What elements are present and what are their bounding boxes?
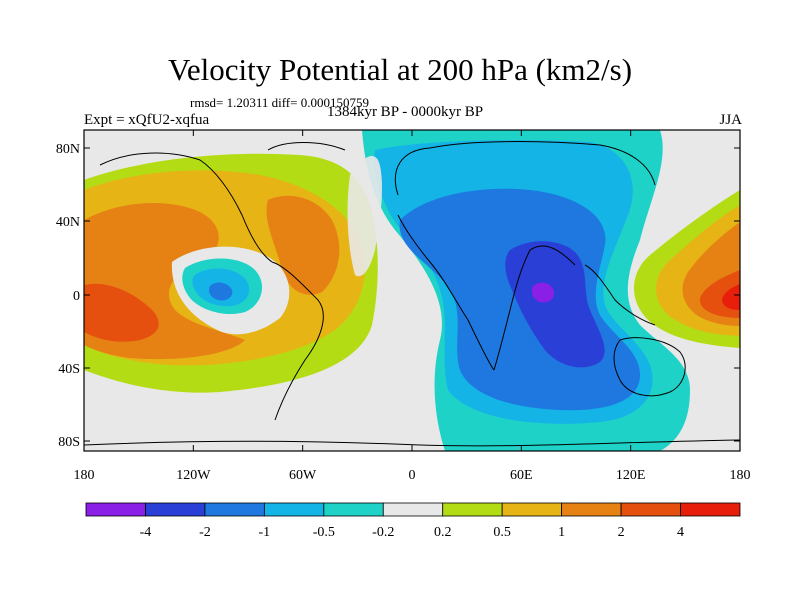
y-tick-label: 80N — [56, 142, 80, 157]
colorbar: -4 -2 -1 -0.5 -0.2 0.2 0.5 1 2 4 — [85, 502, 741, 540]
x-tick-label: 120W — [176, 468, 211, 483]
y-axis: 80N 40N 0 40S 80S — [56, 142, 740, 450]
contour-east-pac--1 — [208, 282, 233, 301]
colorbar-swatch — [323, 502, 384, 517]
chart-title: Velocity Potential at 200 hPa (km2/s) — [167, 52, 633, 87]
colorbar-label: 0.2 — [434, 525, 452, 540]
colorbar-label: -2 — [199, 525, 211, 540]
contour-field — [84, 130, 740, 451]
colorbar-label: 4 — [677, 525, 684, 540]
colorbar-label: 2 — [618, 525, 625, 540]
x-tick-label: 60E — [510, 468, 533, 483]
colorbar-swatch — [263, 502, 325, 517]
y-tick-label: 40N — [56, 215, 80, 230]
x-tick-label: 120E — [616, 468, 646, 483]
contour-west-2 — [84, 283, 159, 342]
colorbar-swatch — [442, 502, 503, 517]
colorbar-swatch — [501, 502, 563, 517]
colorbar-label: -0.5 — [313, 525, 335, 540]
x-axis: 180 120W 60W 0 60E 120E 180 — [74, 130, 751, 483]
period-text: 1384kyr BP - 0000kyr BP — [326, 104, 484, 120]
season-label: JJA — [719, 112, 742, 128]
colorbar-swatch — [145, 502, 206, 517]
x-tick-label: 180 — [74, 468, 95, 483]
colorbar-label: 1 — [558, 525, 565, 540]
x-tick-label: 180 — [730, 468, 751, 483]
contour-atlantic-gap — [347, 155, 382, 277]
coastlines — [84, 141, 740, 447]
y-tick-label: 0 — [73, 289, 80, 304]
colorbar-label: -1 — [259, 525, 271, 540]
colorbar-swatch — [561, 502, 622, 517]
contour-east--4 — [531, 282, 555, 303]
stats-text: rmsd= 1.20311 diff= 0.000150759 — [190, 95, 369, 110]
x-tick-label: 60W — [289, 468, 317, 483]
colorbar-swatch — [85, 502, 146, 517]
experiment-label: Expt = xQfU2-xqfua — [84, 112, 210, 128]
x-tick-label: 0 — [409, 468, 416, 483]
colorbar-label: -0.2 — [372, 525, 394, 540]
contour-wpac-4 — [722, 284, 740, 310]
colorbar-label: -4 — [140, 525, 152, 540]
colorbar-swatch — [204, 502, 265, 517]
colorbar-swatch — [620, 502, 681, 517]
contour-west-1b — [266, 195, 340, 295]
colorbar-label: 0.5 — [493, 525, 511, 540]
colorbar-swatch — [382, 502, 444, 517]
y-tick-label: 40S — [58, 362, 80, 377]
contour-east--2 — [505, 241, 605, 368]
colorbar-swatch — [680, 502, 741, 517]
y-tick-label: 80S — [58, 435, 80, 450]
